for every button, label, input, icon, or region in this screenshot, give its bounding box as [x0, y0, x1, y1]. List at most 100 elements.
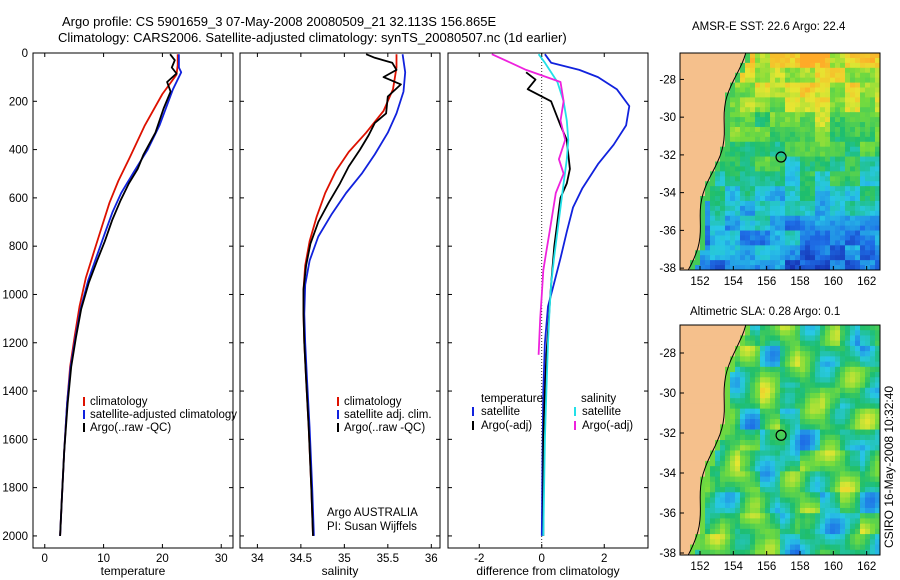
- map-cell: [755, 102, 761, 108]
- map-cell: [815, 171, 821, 177]
- map-cell: [775, 335, 781, 342]
- map-cell: [840, 523, 846, 530]
- map-cell: [685, 161, 691, 167]
- map-cell: [745, 518, 751, 525]
- map-cell: [775, 476, 781, 483]
- map-cell: [800, 181, 806, 187]
- map-cell: [760, 181, 766, 187]
- map-cell: [750, 455, 756, 462]
- map-cell: [680, 62, 686, 69]
- map-cell: [770, 466, 776, 472]
- map-cell: [710, 225, 716, 231]
- map-cell: [690, 112, 696, 118]
- map-cell: [710, 136, 716, 143]
- map-cell: [680, 398, 686, 404]
- map-cell: [780, 117, 786, 123]
- map-cell: [710, 181, 716, 187]
- map-cell: [840, 53, 846, 59]
- map-cell: [805, 361, 811, 368]
- map-cell: [765, 345, 771, 352]
- map-cell: [720, 413, 726, 420]
- map-cell: [775, 245, 781, 251]
- map-cell: [790, 440, 796, 446]
- map-cell: [725, 408, 731, 415]
- map-cell: [820, 117, 826, 123]
- map-cell: [730, 117, 736, 123]
- map-cell: [810, 534, 816, 540]
- map-cell: [720, 481, 726, 488]
- map-cell: [840, 215, 846, 222]
- map-cell: [795, 215, 801, 222]
- map-cell: [700, 77, 706, 83]
- map-cell: [790, 539, 796, 545]
- map-cell: [710, 445, 716, 451]
- map-cell: [695, 450, 701, 457]
- map-cell: [835, 356, 841, 362]
- map-cell: [775, 260, 781, 266]
- map-cell: [850, 107, 856, 113]
- map-cell: [740, 382, 746, 389]
- map-cell: [730, 403, 736, 410]
- map-cell: [870, 392, 876, 399]
- map-cell: [755, 356, 761, 362]
- map-cell: [830, 351, 836, 357]
- map-cell: [690, 200, 696, 207]
- map-cell: [760, 112, 766, 118]
- map-cell: [865, 171, 871, 177]
- map-cell: [730, 122, 736, 128]
- map-cell: [730, 245, 736, 251]
- map-cell: [695, 176, 701, 182]
- map-cell: [740, 518, 746, 525]
- map-cell: [705, 502, 711, 509]
- map-cell: [855, 325, 861, 331]
- map-cell: [720, 161, 726, 167]
- map-cell: [760, 205, 766, 212]
- map-cell: [735, 382, 741, 389]
- map-cell: [785, 126, 791, 133]
- map-cell: [725, 387, 731, 394]
- map-cell: [825, 156, 831, 162]
- map-cell: [755, 487, 761, 493]
- map-cell: [870, 230, 876, 236]
- map-cell: [805, 126, 811, 133]
- map-cell: [730, 205, 736, 212]
- map-cell: [710, 325, 716, 331]
- map-cell: [700, 240, 706, 246]
- map-cell: [860, 424, 866, 430]
- map-cell: [825, 72, 831, 79]
- map-cell: [735, 387, 741, 394]
- map-cell: [835, 131, 841, 138]
- map-cell: [825, 255, 831, 261]
- map-cell: [740, 122, 746, 128]
- map-cell: [700, 539, 706, 545]
- map-cell: [795, 220, 801, 227]
- map-cell: [780, 151, 786, 157]
- map-cell: [860, 382, 866, 389]
- map-cell: [815, 440, 821, 446]
- map-cell: [820, 518, 826, 525]
- map-cell: [790, 492, 796, 498]
- map-cell: [820, 72, 826, 79]
- map-cell: [690, 445, 696, 451]
- map-cell: [715, 476, 721, 483]
- map-cell: [720, 398, 726, 404]
- map-cell: [825, 372, 831, 378]
- map-cell: [710, 450, 716, 457]
- map-cell: [775, 408, 781, 415]
- map-cell: [820, 171, 826, 177]
- map-cell: [775, 210, 781, 217]
- map-cell: [800, 544, 806, 551]
- map-cell: [770, 476, 776, 483]
- map-cell: [775, 112, 781, 118]
- map-cell: [805, 186, 811, 192]
- map-cell: [825, 366, 831, 373]
- map-cell: [855, 539, 861, 545]
- map-cell: [680, 507, 686, 514]
- map-cell: [695, 102, 701, 108]
- map-cell: [680, 413, 686, 420]
- map-cell: [745, 356, 751, 362]
- map-cell: [795, 492, 801, 498]
- map-cell: [785, 549, 791, 556]
- map-cell: [825, 77, 831, 83]
- map-cell: [855, 181, 861, 187]
